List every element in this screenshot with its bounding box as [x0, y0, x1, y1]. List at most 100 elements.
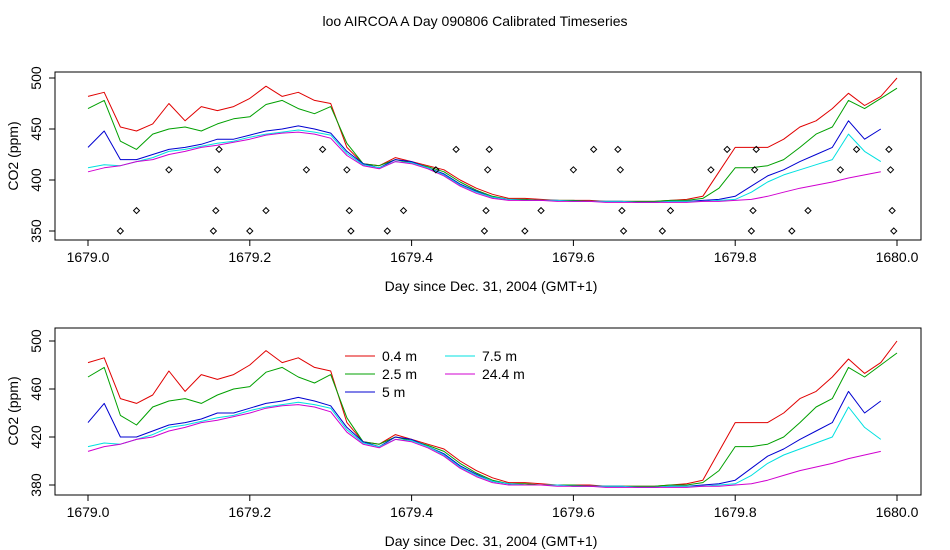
- top-y-axis-label: CO2 (ppm): [5, 121, 21, 190]
- diamond-marker: [616, 166, 625, 174]
- series-line-7-5-m: [87, 401, 882, 488]
- x-tick-label: 1679.6: [552, 504, 595, 520]
- diamond-marker: [885, 145, 893, 154]
- diamond-marker: [132, 206, 141, 215]
- series-line-5-m: [87, 120, 882, 203]
- diamond-marker: [886, 166, 895, 174]
- series-line-5-m: [87, 390, 882, 488]
- top-markers-group: [116, 145, 898, 235]
- diamond-marker: [569, 166, 578, 174]
- legend-entry-7-5m: 7.5 m: [445, 348, 517, 364]
- diamond-marker: [723, 145, 731, 154]
- diamond-marker: [347, 227, 355, 235]
- diamond-marker: [618, 206, 626, 215]
- y-tick-label: 460: [28, 377, 44, 401]
- diamond-marker: [480, 227, 489, 235]
- top-plot-frame: [54, 71, 922, 241]
- x-tick-label: 1679.0: [67, 249, 110, 265]
- bottom-plot-frame: [54, 327, 922, 496]
- diamond-marker: [482, 206, 490, 215]
- diamond-marker: [209, 227, 218, 235]
- y-tick-label: 350: [28, 219, 44, 243]
- top-panel: 1679.0 1679.2 1679.4 1679.6 1679.8 1680.0 350…: [5, 66, 922, 294]
- diamond-marker: [749, 206, 757, 215]
- bottom-y-axis: 380 420 460 500: [28, 329, 55, 497]
- series-line-2-5-m: [87, 87, 898, 202]
- legend-label: 24.4 m: [482, 366, 525, 382]
- diamond-marker: [215, 145, 223, 154]
- x-tick-label: 1679.2: [228, 504, 271, 520]
- bottom-x-axis-label: Day since Dec. 31, 2004 (GMT+1): [385, 533, 598, 549]
- bottom-x-axis: 1679.0 1679.2 1679.4 1679.6 1679.8 1680.0: [67, 495, 919, 520]
- top-x-axis-label: Day since Dec. 31, 2004 (GMT+1): [385, 278, 598, 294]
- series-line-24-4-m: [87, 131, 881, 203]
- diamond-marker: [302, 166, 311, 174]
- diamond-marker: [345, 206, 354, 215]
- legend-entry-2-5m: 2.5 m: [345, 366, 417, 382]
- diamond-marker: [619, 227, 628, 235]
- x-tick-label: 1679.6: [552, 249, 595, 265]
- diamond-marker: [399, 206, 408, 215]
- diamond-marker: [116, 227, 125, 235]
- x-tick-label: 1679.8: [714, 249, 757, 265]
- y-tick-label: 420: [28, 425, 44, 449]
- legend: 0.4 m 2.5 m 5 m 7.5 m 24.4 m: [345, 348, 525, 400]
- diamond-marker: [788, 227, 796, 235]
- diamond-marker: [747, 227, 756, 235]
- series-line-24-4-m: [87, 404, 881, 488]
- diamond-marker: [852, 145, 861, 154]
- diamond-marker: [246, 227, 254, 235]
- diamond-marker: [888, 206, 896, 215]
- diamond-marker: [165, 166, 173, 174]
- diamond-marker: [452, 145, 460, 154]
- series-line-7-5-m: [87, 129, 882, 203]
- x-tick-label: 1680.0: [876, 504, 919, 520]
- diamond-marker: [890, 227, 898, 235]
- series-line-0-4-m: [87, 340, 898, 487]
- diamond-marker: [262, 206, 270, 215]
- diamond-marker: [750, 166, 759, 174]
- legend-label: 7.5 m: [482, 348, 517, 364]
- x-tick-label: 1679.4: [390, 249, 433, 265]
- diamond-marker: [752, 145, 760, 154]
- diamond-marker: [666, 206, 675, 215]
- top-y-axis: 350 400 450 500: [28, 66, 55, 243]
- y-tick-label: 450: [28, 117, 44, 141]
- legend-label: 0.4 m: [382, 348, 417, 364]
- diamond-marker: [658, 227, 667, 235]
- diamond-marker: [614, 145, 622, 154]
- bottom-y-axis-label: CO2 (ppm): [5, 376, 21, 445]
- diamond-marker: [213, 166, 222, 174]
- bottom-panel: 1679.0 1679.2 1679.4 1679.6 1679.8 1680.0 380…: [5, 327, 922, 549]
- diamond-marker: [432, 166, 440, 174]
- x-tick-label: 1679.0: [67, 504, 110, 520]
- x-tick-label: 1679.4: [390, 504, 433, 520]
- diamond-marker: [804, 206, 812, 215]
- diamond-marker: [318, 145, 327, 154]
- legend-entry-0-4m: 0.4 m: [345, 348, 417, 364]
- legend-label: 2.5 m: [382, 366, 417, 382]
- legend-entry-5m: 5 m: [345, 384, 405, 400]
- figure-title: loo AIRCOA A Day 090806 Calibrated Times…: [322, 13, 627, 29]
- y-tick-label: 500: [28, 329, 44, 353]
- x-tick-label: 1679.2: [228, 249, 271, 265]
- series-line-2-5-m: [87, 352, 898, 487]
- bottom-series-group: [87, 340, 898, 488]
- series-line-0-4-m: [87, 77, 898, 202]
- y-tick-label: 380: [28, 473, 44, 497]
- top-series-group: [87, 77, 898, 203]
- diamond-marker: [383, 227, 392, 235]
- diamond-marker: [836, 166, 845, 174]
- diamond-marker: [707, 166, 715, 174]
- diamond-marker: [343, 166, 351, 174]
- diamond-marker: [483, 166, 492, 174]
- x-tick-label: 1680.0: [876, 249, 919, 265]
- diamond-marker: [537, 206, 545, 215]
- top-x-axis: 1679.0 1679.2 1679.4 1679.6 1679.8 1680.0: [67, 240, 919, 265]
- legend-label: 5 m: [382, 384, 405, 400]
- diamond-marker: [521, 227, 529, 235]
- y-tick-label: 400: [28, 168, 44, 192]
- x-tick-label: 1679.8: [714, 504, 757, 520]
- legend-entry-24-4m: 24.4 m: [445, 366, 525, 382]
